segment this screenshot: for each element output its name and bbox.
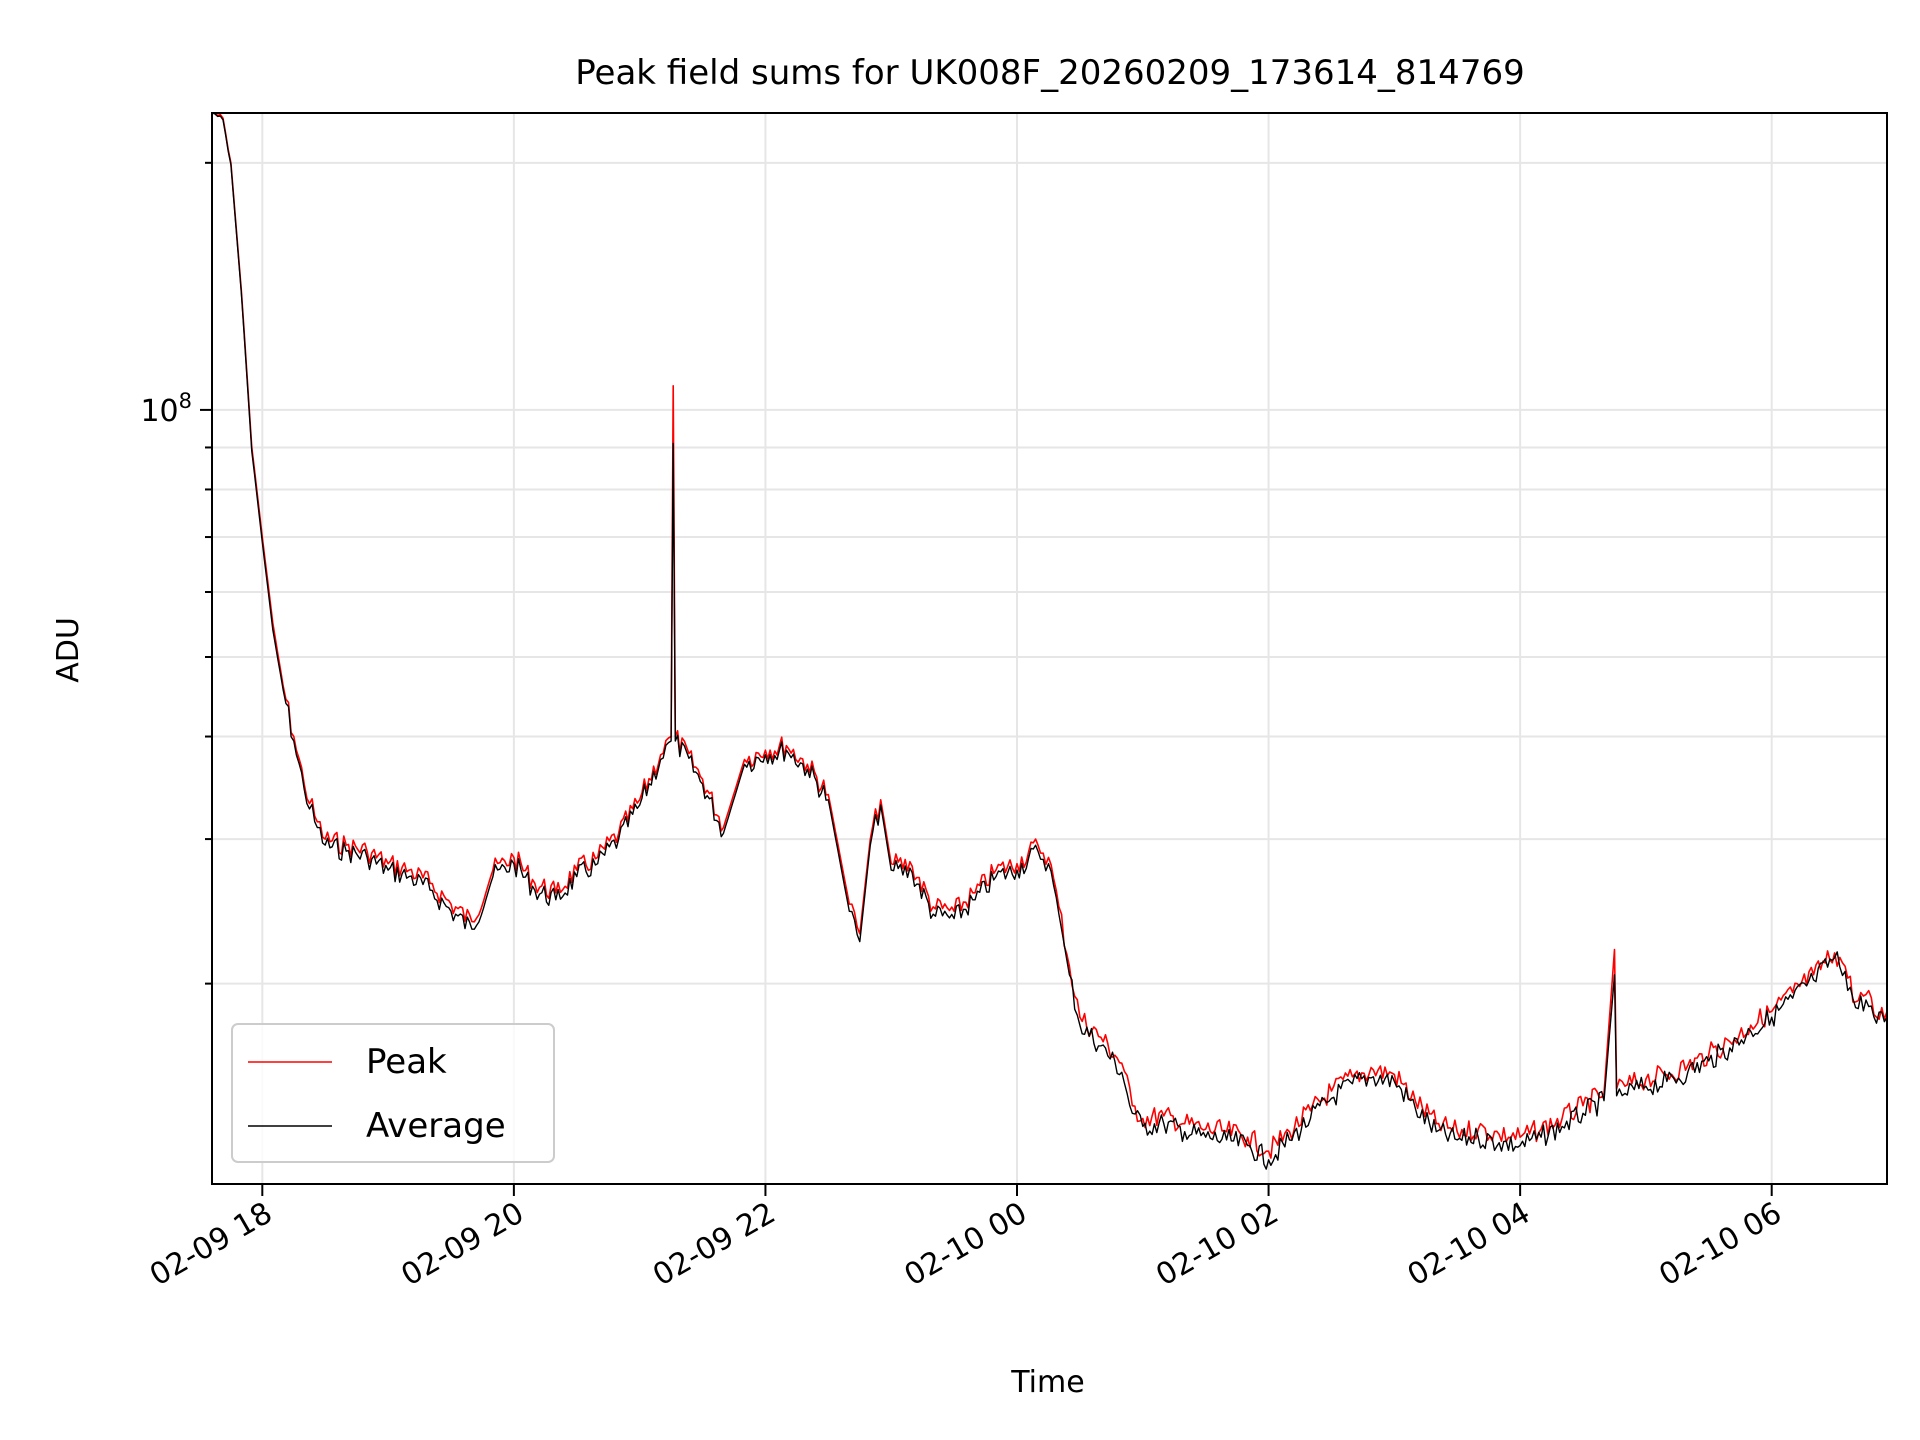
- chart-title: Peak field sums for UK008F_20260209_1736…: [575, 53, 1524, 93]
- series-line-peak: [212, 113, 1887, 1159]
- legend-label-peak: Peak: [366, 1042, 447, 1082]
- y-tick-label: 108: [140, 389, 192, 429]
- y-axis-label: ADU: [51, 617, 86, 683]
- plot-area: [212, 113, 1887, 1170]
- grid: [212, 113, 1887, 1184]
- legend: Peak Average: [231, 1023, 555, 1163]
- legend-box: [231, 1023, 555, 1163]
- legend-label-average: Average: [366, 1106, 506, 1146]
- y-axis: 108: [140, 161, 212, 985]
- plot-frame: [211, 112, 1888, 1185]
- x-axis-label: Time: [1010, 1365, 1084, 1400]
- series-line-average: [212, 113, 1887, 1170]
